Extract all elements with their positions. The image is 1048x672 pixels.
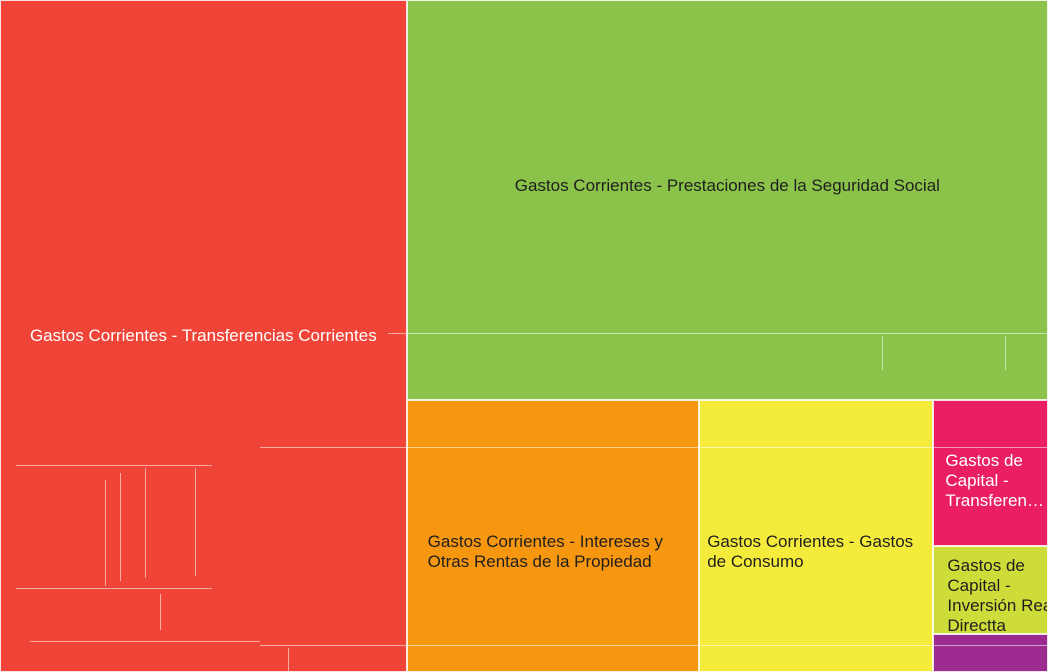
tile-label-capital-inversion: Gastos de Capital - Inversión Real Direc…	[947, 555, 1048, 634]
tile-otros[interactable]	[933, 633, 1048, 672]
grid-line	[260, 447, 1048, 448]
grid-line	[160, 594, 161, 630]
tile-intereses[interactable]: Gastos Corrientes - Intereses y Otras Re…	[406, 400, 700, 672]
grid-line	[1005, 336, 1006, 370]
grid-line	[16, 465, 212, 466]
grid-line	[145, 468, 146, 578]
tile-label-seguridad-social: Gastos Corrientes - Prestaciones de la S…	[514, 176, 940, 195]
grid-line	[288, 648, 289, 672]
tile-label-transferencias-corrientes: Gastos Corrientes - Transferencias Corri…	[29, 326, 377, 345]
grid-line	[30, 641, 260, 642]
tile-capital-inversion[interactable]: Gastos de Capital - Inversión Real Direc…	[933, 545, 1048, 634]
tile-gastos-consumo[interactable]: Gastos Corrientes - Gastos de Consumo	[699, 400, 934, 672]
grid-line	[16, 588, 212, 589]
tile-label-gastos-consumo: Gastos Corrientes - Gastos de Consumo	[707, 532, 914, 572]
tile-capital-transferencias[interactable]: Gastos de Capital - Transferen…	[933, 400, 1048, 546]
grid-line	[195, 468, 196, 576]
grid-line	[260, 645, 1048, 646]
grid-line	[882, 336, 883, 370]
tile-label-capital-transferencias: Gastos de Capital - Transferen…	[945, 451, 1044, 511]
grid-line	[388, 333, 1048, 334]
tile-label-intereses: Gastos Corrientes - Intereses y Otras Re…	[427, 532, 663, 572]
tile-transferencias-corrientes[interactable]: Gastos Corrientes - Transferencias Corri…	[0, 0, 407, 672]
grid-line	[105, 480, 106, 586]
tile-seguridad-social[interactable]: Gastos Corrientes - Prestaciones de la S…	[406, 0, 1048, 401]
grid-line	[120, 473, 121, 581]
